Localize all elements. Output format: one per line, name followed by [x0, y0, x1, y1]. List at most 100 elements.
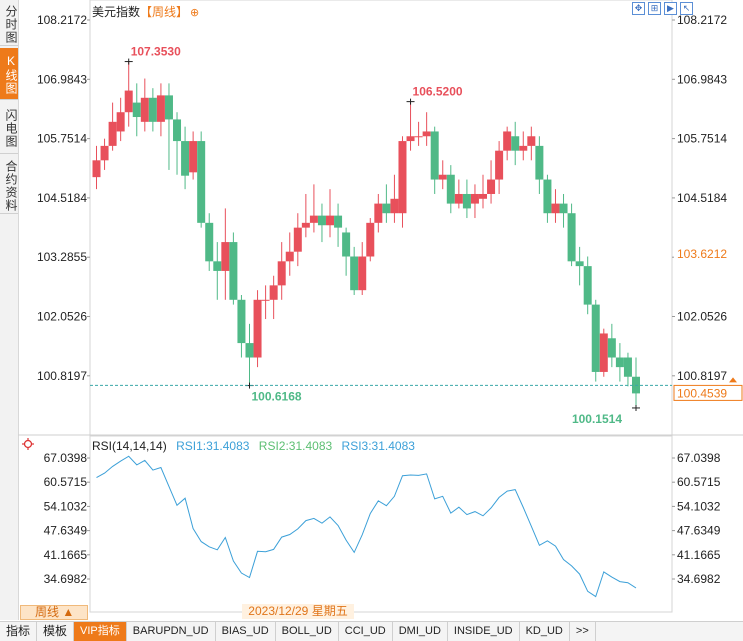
move-icon[interactable]: ✥ — [632, 2, 645, 15]
chart-title: 美元指数【周线】 ⊕ — [92, 3, 199, 20]
candle-body — [591, 304, 600, 372]
rsi-tick-left: 47.6349 — [44, 524, 88, 538]
crosshair-icon[interactable] — [22, 438, 34, 450]
candle-body — [446, 174, 455, 204]
tab-cci[interactable]: CCI_UD — [339, 622, 393, 641]
date-readout: 2023/12/29 星期五 — [242, 604, 354, 619]
candle-body — [116, 112, 125, 132]
add-indicator-icon[interactable]: ⊕ — [190, 7, 200, 19]
tab-vip-indicators[interactable]: VIP指标 — [74, 622, 127, 641]
play-icon[interactable]: ▶ — [664, 2, 677, 15]
candle-body — [487, 179, 496, 194]
candle-body — [454, 193, 463, 204]
candle-body — [253, 299, 262, 358]
tab-flash-chart[interactable]: 闪电图 — [0, 102, 18, 154]
candle-body — [317, 215, 326, 226]
high-label: 107.3530 — [131, 45, 181, 59]
caret-up-icon: ▲ — [62, 605, 75, 619]
candle-body — [213, 261, 222, 271]
tab-contract-info[interactable]: 合约资料 — [0, 156, 18, 214]
candle-body — [575, 261, 584, 267]
candle-body — [108, 121, 117, 146]
rsi-tick-right: 41.1665 — [677, 548, 721, 562]
candle-body — [92, 160, 101, 178]
period-selector[interactable]: 周线 ▲ — [20, 605, 88, 620]
y-tick-left: 103.2855 — [37, 250, 87, 264]
tab-time-chart[interactable]: 分时图 — [0, 2, 18, 46]
instrument-name: 美元指数 — [92, 5, 141, 19]
candle-body — [519, 145, 528, 151]
candle-body — [607, 338, 616, 358]
tab-dmi[interactable]: DMI_UD — [393, 622, 448, 641]
candle-body — [140, 97, 149, 122]
candle-body — [422, 131, 431, 137]
candle-body — [181, 141, 190, 176]
rsi-legend: RSI(14,14,14) RSI1:31.4083 RSI2:31.4083 … — [92, 439, 421, 453]
candle-body — [527, 136, 536, 146]
chart-toolbar: ✥ ⊞ ▶ ↖ — [632, 2, 693, 15]
period-selector-label: 周线 — [35, 605, 60, 619]
candle-body — [148, 97, 157, 122]
tab-kd[interactable]: KD_UD — [520, 622, 570, 641]
y-tick-left: 100.8197 — [37, 369, 87, 383]
candle-body — [301, 222, 310, 228]
candle-body — [551, 203, 560, 214]
candle-body — [503, 131, 512, 151]
rsi-tick-left: 34.6982 — [44, 572, 88, 586]
low-label: 100.6168 — [251, 390, 301, 404]
candle-body — [277, 261, 286, 286]
period-label[interactable]: 【周线】 — [140, 5, 189, 19]
candle-body — [615, 357, 624, 368]
candle-body — [173, 119, 182, 142]
candle-body — [237, 299, 246, 344]
candle-body — [100, 145, 109, 161]
candle-body — [245, 343, 254, 358]
tab-barupdn[interactable]: BARUPDN_UD — [127, 622, 216, 641]
y-tick-left: 102.0526 — [37, 310, 87, 324]
tab-indicators[interactable]: 指标 — [0, 622, 38, 641]
candle-body — [124, 90, 133, 113]
candle-body — [269, 285, 278, 300]
candle-body — [559, 203, 568, 214]
candle-body — [326, 215, 335, 226]
candle-body — [358, 256, 367, 291]
rsi-tick-left: 67.0398 — [44, 451, 88, 465]
y-tick-right: 104.5184 — [677, 191, 727, 205]
rsi-tick-right: 60.5715 — [677, 475, 721, 489]
rsi-title: RSI(14,14,14) — [92, 439, 167, 453]
candle-body — [398, 141, 407, 214]
y-tick-left: 105.7514 — [37, 132, 87, 146]
tab-boll[interactable]: BOLL_UD — [276, 622, 339, 641]
candle-body — [406, 136, 415, 142]
y-tick-left: 104.5184 — [37, 191, 87, 205]
current-price-label: 100.4539 — [677, 386, 727, 400]
candle-body — [156, 95, 165, 122]
candle-body — [623, 357, 632, 377]
candle-body — [205, 222, 214, 262]
candle-body — [334, 215, 343, 228]
rsi-tick-right: 54.1032 — [677, 499, 721, 513]
candle-body — [261, 299, 270, 301]
low-label: 100.1514 — [572, 412, 622, 426]
chart-canvas[interactable]: 108.2172 108.2172 106.9843 106.9843 105.7514… — [0, 0, 743, 620]
more-tabs-button[interactable]: >> — [570, 622, 596, 641]
candle-body — [350, 256, 359, 291]
candle-body — [543, 179, 552, 214]
candle-body — [132, 102, 141, 118]
candle-body — [374, 203, 383, 223]
candle-body — [382, 203, 391, 214]
sidebar: 分时图 K线图 闪电图 合约资料 — [0, 0, 19, 620]
cursor-icon[interactable]: ↖ — [680, 2, 693, 15]
tab-templates[interactable]: 模板 — [37, 622, 75, 641]
candle-body — [495, 150, 504, 180]
zoom-in-icon[interactable]: ⊞ — [648, 2, 661, 15]
highlight-price-label: 103.6212 — [677, 247, 727, 261]
y-tick-left: 108.2172 — [37, 13, 87, 27]
tab-kline-chart[interactable]: K线图 — [0, 48, 18, 100]
candle-body — [342, 232, 351, 257]
y-tick-right: 105.7514 — [677, 132, 727, 146]
tab-inside[interactable]: INSIDE_UD — [448, 622, 520, 641]
candle-body — [535, 145, 544, 180]
tab-bias[interactable]: BIAS_UD — [216, 622, 276, 641]
rsi-tick-left: 41.1665 — [44, 548, 88, 562]
